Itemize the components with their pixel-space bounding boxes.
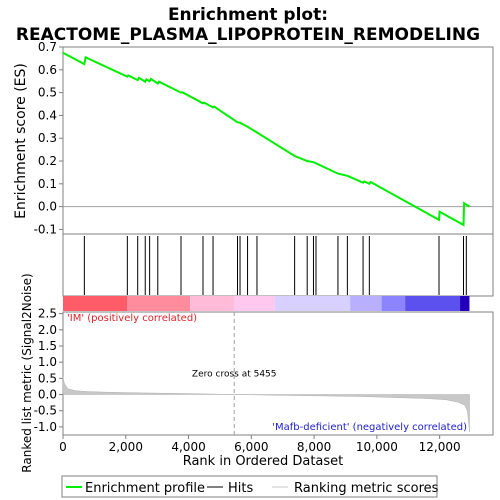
hits-panel <box>62 233 494 297</box>
x-tick-label: 4,000 <box>171 440 205 454</box>
legend-box <box>61 475 438 498</box>
es-y-axis-label: Enrichment score (ES) <box>13 63 29 219</box>
es-y-ticks: -0.1 0.0 0.1 0.2 0.3 0.4 0.5 0.6 0.7 <box>34 40 63 236</box>
es-y-tick-label: 0.2 <box>38 154 57 168</box>
negative-correlation-label: 'Mafb-deficient' (negatively correlated) <box>272 422 467 433</box>
es-y-tick-label: 0.5 <box>38 86 57 100</box>
legend-metric-label: Ranking metric scores <box>294 481 439 496</box>
es-y-tick-label: 0.0 <box>38 200 57 214</box>
metric-y-tick-label: 2.5 <box>38 307 57 321</box>
color-bar-segment <box>460 296 470 311</box>
zero-cross-label: Zero cross at 5455 <box>192 370 277 380</box>
metric-y-tick-label: 0.0 <box>38 388 57 402</box>
metric-y-tick-label: -1.0 <box>34 420 57 434</box>
metric-y-tick-label: 0.5 <box>38 371 57 385</box>
metric-panel: -1.0 -0.5 0.0 0.5 1.0 1.5 2.0 2.5 0 2,000 4,000 6,… <box>20 273 494 473</box>
metric-y-axis-label: Ranked list metric (Signal2Noise) <box>20 273 34 472</box>
metric-y-tick-label: -0.5 <box>34 404 57 418</box>
metric-x-ticks: 0 2,000 4,000 6,000 8,000 10,000 12,000 <box>59 435 461 454</box>
color-bar-segment <box>274 296 351 311</box>
hit-markers <box>83 236 467 295</box>
color-bar-segment <box>381 296 406 311</box>
color-bar-segment <box>190 296 235 311</box>
rank-color-bar <box>63 296 470 311</box>
metric-y-ticks: -1.0 -0.5 0.0 0.5 1.0 1.5 2.0 2.5 <box>34 307 63 434</box>
metric-y-tick-label: 1.0 <box>38 355 57 369</box>
es-y-tick-label: 0.6 <box>38 63 57 77</box>
metric-plot-area <box>62 311 494 436</box>
color-bar-segment <box>63 296 128 311</box>
es-y-tick-label: -0.1 <box>34 222 57 236</box>
ranking-metric-area <box>62 376 470 432</box>
es-y-tick-label: 0.1 <box>38 177 57 191</box>
metric-y-tick-label: 1.5 <box>38 339 57 353</box>
x-tick-label: 0 <box>59 440 67 454</box>
metric-y-tick-label: 2.0 <box>38 323 57 337</box>
es-y-tick-label: 0.4 <box>38 108 57 122</box>
enrichment-profile-line <box>62 51 471 227</box>
legend: Enrichment profile Hits Ranking metric s… <box>61 475 439 498</box>
color-bar-segment <box>127 296 191 311</box>
es-y-tick-label: 0.7 <box>38 40 57 54</box>
enrichment-profile-polyline <box>62 51 471 227</box>
chart-title-line2: REACTOME_PLASMA_LIPOPROTEIN_REMODELING <box>16 25 480 45</box>
color-bar-segment <box>350 296 382 311</box>
legend-enrichment-label: Enrichment profile <box>85 481 205 496</box>
color-bar-segment <box>405 296 461 311</box>
chart-title-line1: Enrichment plot: <box>168 5 328 25</box>
x-tick-label: 2,000 <box>109 440 143 454</box>
ranking-metric-fill <box>62 376 470 432</box>
hits-plot-area <box>62 233 494 297</box>
es-panel: -0.1 0.0 0.1 0.2 0.3 0.4 0.5 0.6 0.7 Enrichment … <box>13 40 494 236</box>
es-y-tick-label: 0.3 <box>38 131 57 145</box>
legend-hits-label: Hits <box>228 481 253 496</box>
x-tick-label: 8,000 <box>297 440 331 454</box>
x-tick-label: 6,000 <box>234 440 268 454</box>
x-tick-label: 10,000 <box>356 440 398 454</box>
x-axis-label: Rank in Ordered Dataset <box>183 454 344 469</box>
color-bar-segment <box>234 296 275 311</box>
positive-correlation-label: 'IM' (positively correlated) <box>67 313 197 324</box>
x-tick-label: 12,000 <box>419 440 461 454</box>
